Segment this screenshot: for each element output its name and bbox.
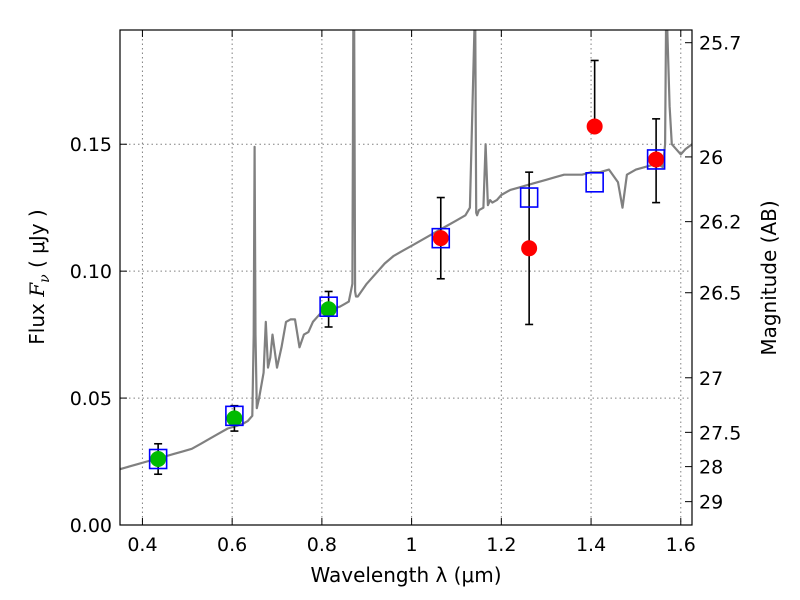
x-tick-label: 1.6 bbox=[666, 534, 696, 556]
red-data-point bbox=[432, 230, 449, 247]
model-box bbox=[431, 227, 451, 249]
y2-tick-labels: 25.7 26 26.2 26.5 27 27.5 28 29 bbox=[699, 33, 741, 514]
y2-tick-label: 28 bbox=[699, 457, 723, 479]
x-tick-label: 1.2 bbox=[486, 534, 516, 556]
y-tick-label: 0.15 bbox=[70, 134, 112, 156]
y2-tick-label: 27 bbox=[699, 368, 723, 390]
y2-axis-label: Magnitude (AB) bbox=[757, 200, 781, 355]
y-tick-label: 0.00 bbox=[70, 515, 112, 537]
y2-tick-label: 27.5 bbox=[699, 422, 741, 444]
model-box bbox=[519, 187, 539, 208]
model-box bbox=[646, 149, 666, 170]
model-box bbox=[585, 172, 604, 193]
x-tick-label: 0.8 bbox=[307, 534, 337, 556]
green-data-point bbox=[150, 451, 167, 467]
red-data-point bbox=[521, 240, 538, 257]
y-axis-label: Flux Fν ( μJy ) bbox=[25, 209, 53, 344]
y2-tick-label: 25.7 bbox=[699, 33, 741, 55]
spectrum-line bbox=[120, 30, 692, 471]
y-tick-label: 0.05 bbox=[70, 388, 112, 410]
red-data-point bbox=[586, 118, 603, 135]
axis-ticks bbox=[120, 30, 692, 526]
red-data-point bbox=[648, 151, 665, 168]
model-box bbox=[319, 296, 338, 317]
y2-tick-label: 26 bbox=[699, 147, 723, 169]
x-tick-label: 0.6 bbox=[217, 534, 247, 556]
y-axis-label-suffix: ( μJy ) bbox=[25, 209, 49, 274]
y2-tick-label: 26.5 bbox=[699, 283, 741, 305]
model-boxes bbox=[148, 149, 666, 470]
photometry-points bbox=[150, 118, 665, 467]
grid bbox=[120, 30, 692, 525]
y-tick-label: 0.10 bbox=[70, 261, 112, 283]
x-tick-labels: 0.4 0.6 0.8 1 1.2 1.4 1.6 bbox=[127, 534, 696, 556]
model-box bbox=[225, 405, 244, 427]
x-tick-label: 1.4 bbox=[576, 534, 606, 556]
y-axis-label-symbol: F bbox=[25, 282, 49, 298]
y2-tick-label: 26.2 bbox=[699, 212, 741, 234]
x-tick-label: 1 bbox=[406, 534, 418, 556]
y-axis-label-prefix: Flux bbox=[25, 297, 49, 345]
green-data-point bbox=[320, 301, 337, 318]
y2-tick-label: 29 bbox=[699, 492, 723, 514]
x-tick-label: 0.4 bbox=[127, 534, 157, 556]
green-data-point bbox=[226, 410, 243, 427]
plot-frame bbox=[119, 29, 693, 526]
spectrum-series bbox=[120, 30, 692, 471]
x-axis-label: Wavelength λ (μm) bbox=[310, 563, 501, 587]
model-box bbox=[148, 448, 168, 470]
y-tick-labels: 0.00 0.05 0.10 0.15 bbox=[70, 134, 112, 537]
y-axis-label-subscript: ν bbox=[37, 274, 53, 283]
